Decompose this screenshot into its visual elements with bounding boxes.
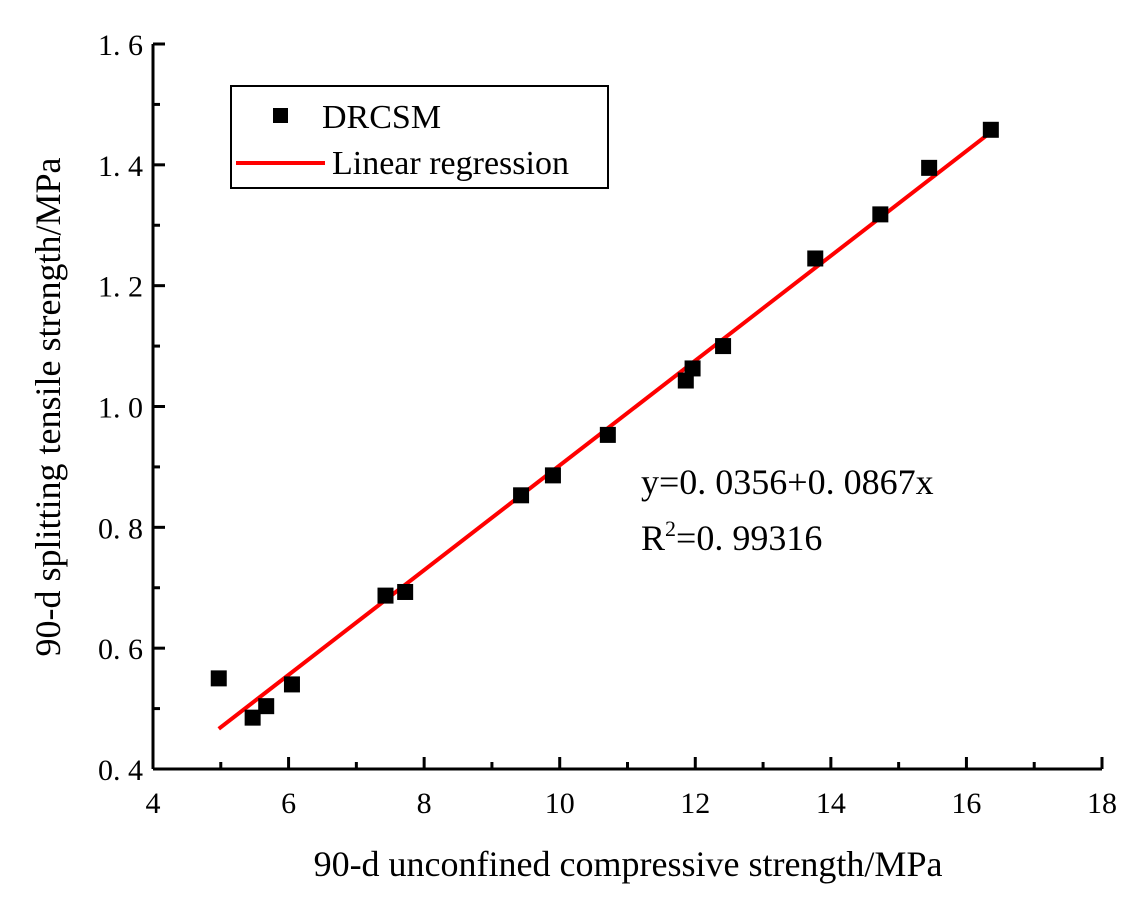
r-squared-superscript: 2 [665, 516, 676, 541]
legend-marker-drcsm [273, 108, 288, 123]
x-tick-label: 14 [816, 787, 846, 820]
x-tick-label: 18 [1087, 787, 1117, 820]
y-tick-label: 1. 6 [98, 29, 143, 62]
x-tick-label: 8 [417, 787, 432, 820]
y-tick-label: 1. 4 [98, 150, 143, 183]
data-point [283, 676, 300, 693]
y-tick-label: 1. 2 [98, 271, 143, 304]
data-point [244, 709, 261, 726]
r-squared-value: =0. 99316 [676, 518, 822, 558]
legend-label-regression: Linear regression [332, 145, 569, 182]
data-point [599, 426, 616, 443]
tick-labels: 4 6 8 10 12 14 16 18 0. 4 0. 6 0. 8 1. 0 1. 2 1. 4 1. … [98, 29, 1117, 820]
data-point [715, 338, 732, 355]
y-tick-label: 1. 0 [98, 392, 143, 425]
x-tick-label: 16 [951, 787, 981, 820]
x-axis-title: 90-d unconfined compressive strength/MPa [314, 844, 943, 884]
legend-label-drcsm: DRCSM [322, 99, 441, 136]
data-point [807, 250, 824, 267]
regression-equation: y=0. 0356+0. 0867x [641, 462, 934, 502]
y-tick-label: 0. 4 [98, 754, 143, 787]
data-point [397, 583, 414, 600]
legend-box [230, 85, 609, 189]
data-point [684, 360, 701, 377]
x-tick-label: 4 [146, 787, 161, 820]
x-tick-label: 6 [281, 787, 296, 820]
data-point [210, 670, 227, 687]
data-point [921, 159, 938, 176]
y-tick-label: 0. 6 [98, 633, 143, 666]
data-points [210, 121, 999, 726]
x-tick-label: 10 [545, 787, 575, 820]
r-squared: R2=0. 99316 [641, 516, 822, 558]
y-axis-title: 90-d splitting tensile strength/MPa [28, 157, 68, 656]
y-tick-label: 0. 8 [98, 512, 143, 545]
data-point [544, 467, 561, 484]
x-tick-label: 12 [680, 787, 710, 820]
data-point [513, 487, 530, 504]
ticks [151, 42, 1104, 771]
data-point [258, 698, 275, 715]
legend: DRCSM Linear regression [230, 85, 609, 189]
data-point [677, 372, 694, 389]
data-point [872, 206, 889, 223]
r-squared-prefix: R [641, 518, 665, 558]
data-point [982, 121, 999, 138]
data-point [377, 587, 394, 604]
